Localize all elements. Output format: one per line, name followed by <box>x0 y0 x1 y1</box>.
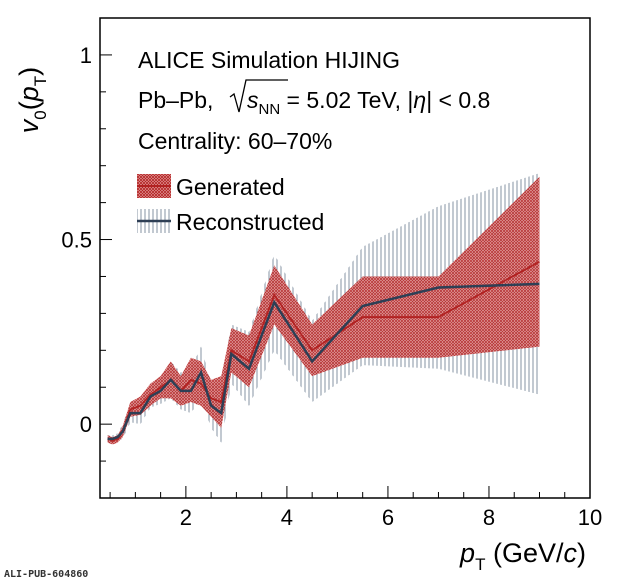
x-axis-title: pT (GeV/c) <box>459 538 586 574</box>
x-tick-label: 10 <box>578 505 602 530</box>
x-tick-label: 2 <box>180 505 192 530</box>
plot-area <box>107 173 540 445</box>
sqrt-symbol <box>229 79 288 113</box>
legend-item-reconstructed: Reconstructed <box>137 209 324 235</box>
annotation-experiment: ALICE Simulation HIJING <box>138 47 400 73</box>
error-band-reconstructed <box>107 173 540 443</box>
error-band-generated <box>107 176 540 445</box>
y-axis: 00.51 <box>61 17 112 499</box>
annotation-centrality: Centrality: 60–70% <box>138 128 332 154</box>
legend: Generated Reconstructed <box>137 174 324 235</box>
x-tick-label: 4 <box>281 505 293 530</box>
svg-text:Reconstructed: Reconstructed <box>176 209 324 235</box>
y-tick-label: 1 <box>80 43 92 68</box>
legend-item-generated: Generated <box>137 174 285 200</box>
plot-frame <box>99 17 591 499</box>
annotation-collision: Pb–Pb, sNN = 5.02 TeV, |η| < 0.8 <box>138 79 490 118</box>
x-tick-label: 6 <box>382 505 394 530</box>
svg-text:sNN = 5.02 TeV, |η| < 0.8: sNN = 5.02 TeV, |η| < 0.8 <box>247 87 490 118</box>
x-tick-label: 8 <box>483 505 495 530</box>
series-line-reconstructed <box>107 282 540 441</box>
y-axis-title: v0(pT) <box>14 67 50 133</box>
publication-id: ALI-PUB-604860 <box>4 569 89 580</box>
x-axis: 2 4 6 8 10 <box>109 486 602 530</box>
y-tick-label: 0 <box>80 412 92 437</box>
svg-text:Pb–Pb,: Pb–Pb, <box>138 87 213 113</box>
y-tick-label: 0.5 <box>61 228 92 253</box>
svg-text:Generated: Generated <box>176 174 285 200</box>
